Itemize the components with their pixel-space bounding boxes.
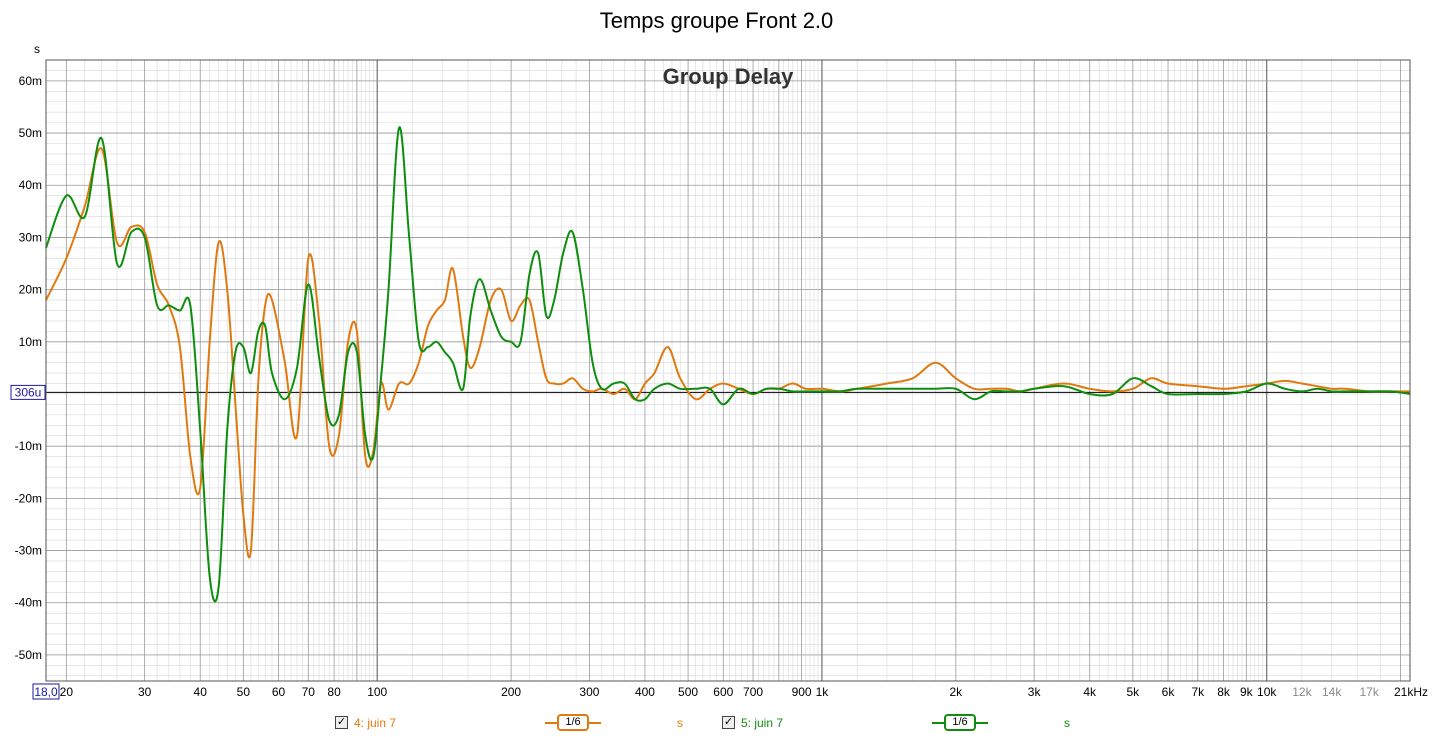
x-tick-label: 4k <box>1083 685 1097 699</box>
y-tick-label: 40m <box>19 178 42 192</box>
x-tick-label: 12k <box>1292 685 1312 699</box>
x-tick-label: 20 <box>60 685 74 699</box>
x-tick-label: 70 <box>302 685 316 699</box>
legend-series-1: ✓ 4: juin 7 1/6 s <box>0 714 700 732</box>
y-tick-label: 10m <box>19 335 42 349</box>
y-tick-label: -10m <box>15 439 42 453</box>
x-tick-label: 300 <box>579 685 599 699</box>
series-1-checkbox[interactable]: ✓ <box>335 716 348 729</box>
x-tick-label: 400 <box>635 685 655 699</box>
x-tick-label: 2k <box>949 685 963 699</box>
x-tick-label: 1k <box>816 685 830 699</box>
legend-series-2: ✓ 5: juin 7 1/6 s <box>0 714 1100 732</box>
x-start-marker-box <box>32 683 60 700</box>
x-tick-label: 7k <box>1191 685 1205 699</box>
series-2-name: 5: juin 7 <box>741 716 784 730</box>
y-tick-label: -50m <box>15 648 42 662</box>
plot-overlay-title: Group Delay <box>663 64 795 89</box>
x-tick-label: 80 <box>327 685 341 699</box>
page-title: Temps groupe Front 2.0 <box>599 8 834 33</box>
x-tick-label: 30 <box>138 685 152 699</box>
y-tick-label: -20m <box>15 491 42 505</box>
x-tick-label: 500 <box>678 685 698 699</box>
group-delay-chart[interactable]: 60m 50m 40m 30m 20m 10m -10m -20m -30m -40m -50m 30… <box>0 0 1433 705</box>
series-2-smoothing-button[interactable]: 1/6 <box>944 714 976 731</box>
series-1-name: 4: juin 7 <box>354 716 397 730</box>
y-tick-label: 20m <box>19 283 42 297</box>
baseline-marker-label: 306u <box>15 385 42 399</box>
x-tick-label: 200 <box>501 685 521 699</box>
series-2-checkbox[interactable]: ✓ <box>722 716 735 729</box>
x-tick-label: 50 <box>237 685 251 699</box>
x-tick-label: 5k <box>1126 685 1140 699</box>
y-unit-label: s <box>34 42 40 56</box>
y-tick-label: 60m <box>19 74 42 88</box>
series-line-2 <box>45 126 1411 603</box>
x-tick-label: 60 <box>272 685 286 699</box>
x-tick-label: 700 <box>743 685 763 699</box>
x-tick-label: 900 <box>792 685 812 699</box>
x-start-marker-label: 18,0 <box>34 685 58 699</box>
x-tick-label: 100 <box>367 685 387 699</box>
series-2-unit: s <box>1064 716 1070 730</box>
x-tick-label: 14k <box>1322 685 1342 699</box>
grid-major <box>46 60 1410 681</box>
x-tick-label: 8k <box>1217 685 1231 699</box>
baseline-marker-box <box>10 384 46 400</box>
y-tick-label: -40m <box>15 596 42 610</box>
x-tick-label: 10k <box>1257 685 1277 699</box>
x-tick-label: 40 <box>194 685 208 699</box>
y-tick-label: 50m <box>19 126 42 140</box>
x-tick-label: 9k <box>1240 685 1254 699</box>
x-tick-label: 17k <box>1360 685 1380 699</box>
y-tick-label: -30m <box>15 544 42 558</box>
x-tick-label: 600 <box>713 685 733 699</box>
x-tick-label: 21kHz <box>1394 685 1428 699</box>
y-tick-label: 30m <box>19 230 42 244</box>
x-tick-label: 6k <box>1162 685 1176 699</box>
plot-frame <box>45 59 1411 682</box>
series-1-unit: s <box>677 716 683 730</box>
series-1-smoothing-button[interactable]: 1/6 <box>557 714 589 731</box>
x-tick-label: 3k <box>1028 685 1042 699</box>
plot-area <box>45 59 1411 682</box>
